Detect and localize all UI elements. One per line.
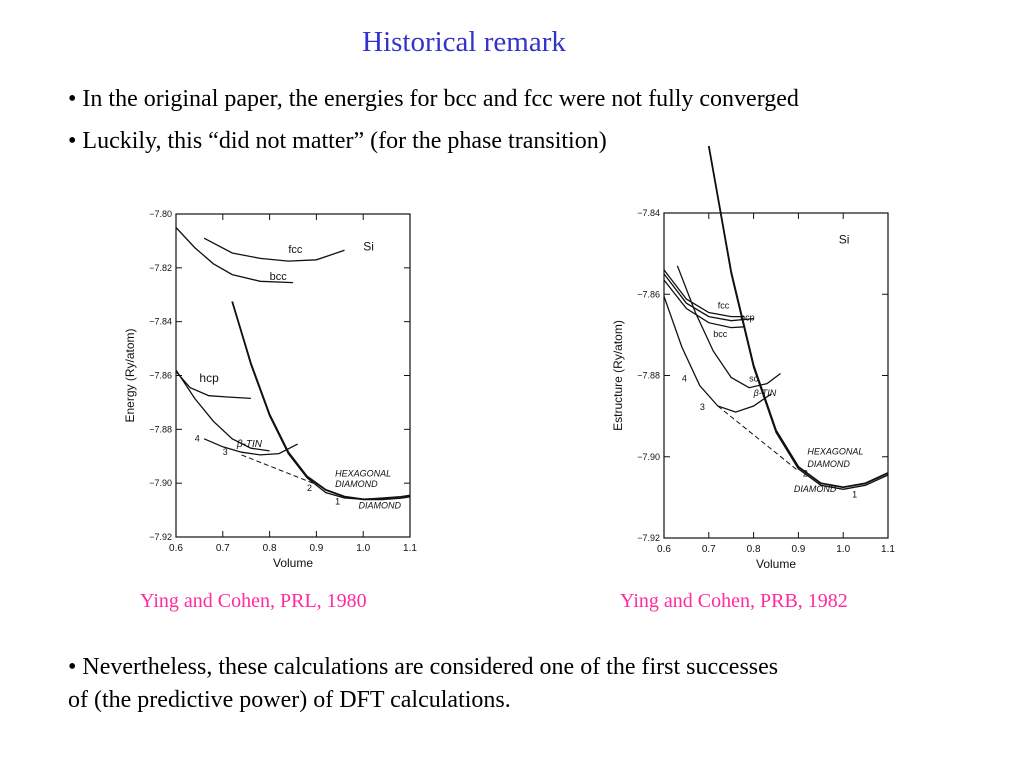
annotation-label: DIAMOND (794, 484, 837, 494)
curve-bcc (175, 227, 294, 284)
caption-prb-1982: Ying and Cohen, PRB, 1982 (620, 590, 848, 612)
y-tick-label: −7.84 (149, 317, 172, 327)
curve-diamond (707, 145, 889, 489)
curve-sc (676, 265, 781, 389)
bullet-convergence: • In the original paper, the energies fo… (68, 86, 799, 112)
x-tick-label: 1.0 (836, 544, 850, 555)
y-tick-label: −7.84 (637, 208, 660, 218)
bullet-did-not-matter: • Luckily, this “did not matter” (for th… (68, 128, 607, 154)
y-tick-label: −7.82 (149, 263, 172, 273)
conclusion-line-2: of (the predictive power) of DFT calcula… (68, 687, 511, 713)
y-tick-label: −7.92 (149, 532, 172, 542)
annotation-label: 4 (195, 433, 200, 443)
annotation-label: HEXAGONAL (335, 468, 391, 478)
annotation-label: hcp (199, 371, 219, 385)
conclusion-line-1: • Nevertheless, these calculations are c… (68, 654, 779, 680)
curve--tin (203, 438, 298, 456)
annotation-label: 2 (803, 468, 808, 478)
annotation-label: sc (749, 374, 759, 384)
curve-hexagonal-diamond (708, 145, 889, 490)
x-tick-label: 0.8 (747, 544, 761, 555)
y-tick-label: −7.90 (637, 452, 660, 462)
x-tick-label: 1.1 (403, 543, 417, 554)
annotation-label: DIAMOND (807, 459, 850, 469)
annotation-label: Si (839, 232, 850, 246)
annotation-label: 3 (700, 402, 705, 412)
curve--tin (663, 296, 772, 413)
plot-frame (663, 212, 889, 539)
annotation-label: Si (363, 239, 374, 253)
x-tick-label: 0.9 (791, 544, 805, 555)
annotation-label: 4 (682, 374, 687, 384)
bullet-conclusion: • Nevertheless, these calculations are c… (68, 651, 778, 717)
plot-frame (175, 213, 411, 538)
x-axis-label: Volume (756, 557, 796, 571)
curve-hexagonal-diamond (231, 301, 411, 500)
y-tick-label: −7.80 (149, 209, 172, 219)
x-tick-label: 1.1 (881, 544, 895, 555)
curve-bcc (663, 279, 745, 329)
annotation-label: β-TIN (753, 388, 777, 398)
annotation-label: 1 (852, 489, 857, 499)
y-tick-label: −7.88 (637, 371, 660, 381)
annotation-label: DIAMOND (359, 501, 402, 511)
annotation-label: 1 (335, 497, 340, 507)
curve-unlabeled (175, 369, 270, 452)
common-tangent-line (241, 454, 317, 485)
annotation-label: hcp (740, 313, 755, 323)
x-tick-label: 0.7 (216, 543, 230, 554)
x-axis-label: Volume (273, 556, 313, 570)
y-tick-label: −7.86 (637, 289, 660, 299)
x-tick-label: 0.9 (309, 543, 323, 554)
y-axis-label: Energy (Ry/atom) (123, 328, 137, 422)
x-tick-label: 0.6 (169, 543, 183, 554)
annotation-label: fcc (718, 300, 730, 310)
annotation-label: bcc (713, 329, 728, 339)
annotation-label: fcc (288, 244, 303, 256)
annotation-label: bcc (270, 271, 288, 283)
annotation-label: β-TIN (236, 439, 263, 450)
y-tick-label: −7.86 (149, 371, 172, 381)
y-axis-label: Estructure (Ry/atom) (611, 320, 625, 431)
curve-hcp (663, 273, 754, 322)
x-tick-label: 0.8 (263, 543, 277, 554)
curve-diamond (231, 301, 411, 501)
curve-fcc (663, 269, 745, 318)
annotation-label: 3 (223, 447, 228, 457)
curve-fcc (203, 237, 345, 262)
y-tick-label: −7.90 (149, 478, 172, 488)
curve-hcp (175, 371, 251, 400)
x-tick-label: 0.6 (657, 544, 671, 555)
annotation-label: 2 (307, 483, 312, 493)
y-tick-label: −7.88 (149, 424, 172, 434)
common-tangent-line (717, 405, 799, 472)
annotation-label: DIAMOND (335, 479, 378, 489)
slide-title: Historical remark (362, 26, 566, 58)
y-tick-label: −7.92 (637, 533, 660, 543)
annotation-label: HEXAGONAL (807, 447, 863, 457)
x-tick-label: 0.7 (702, 544, 716, 555)
caption-prl-1980: Ying and Cohen, PRL, 1980 (140, 590, 367, 612)
x-tick-label: 1.0 (356, 543, 370, 554)
